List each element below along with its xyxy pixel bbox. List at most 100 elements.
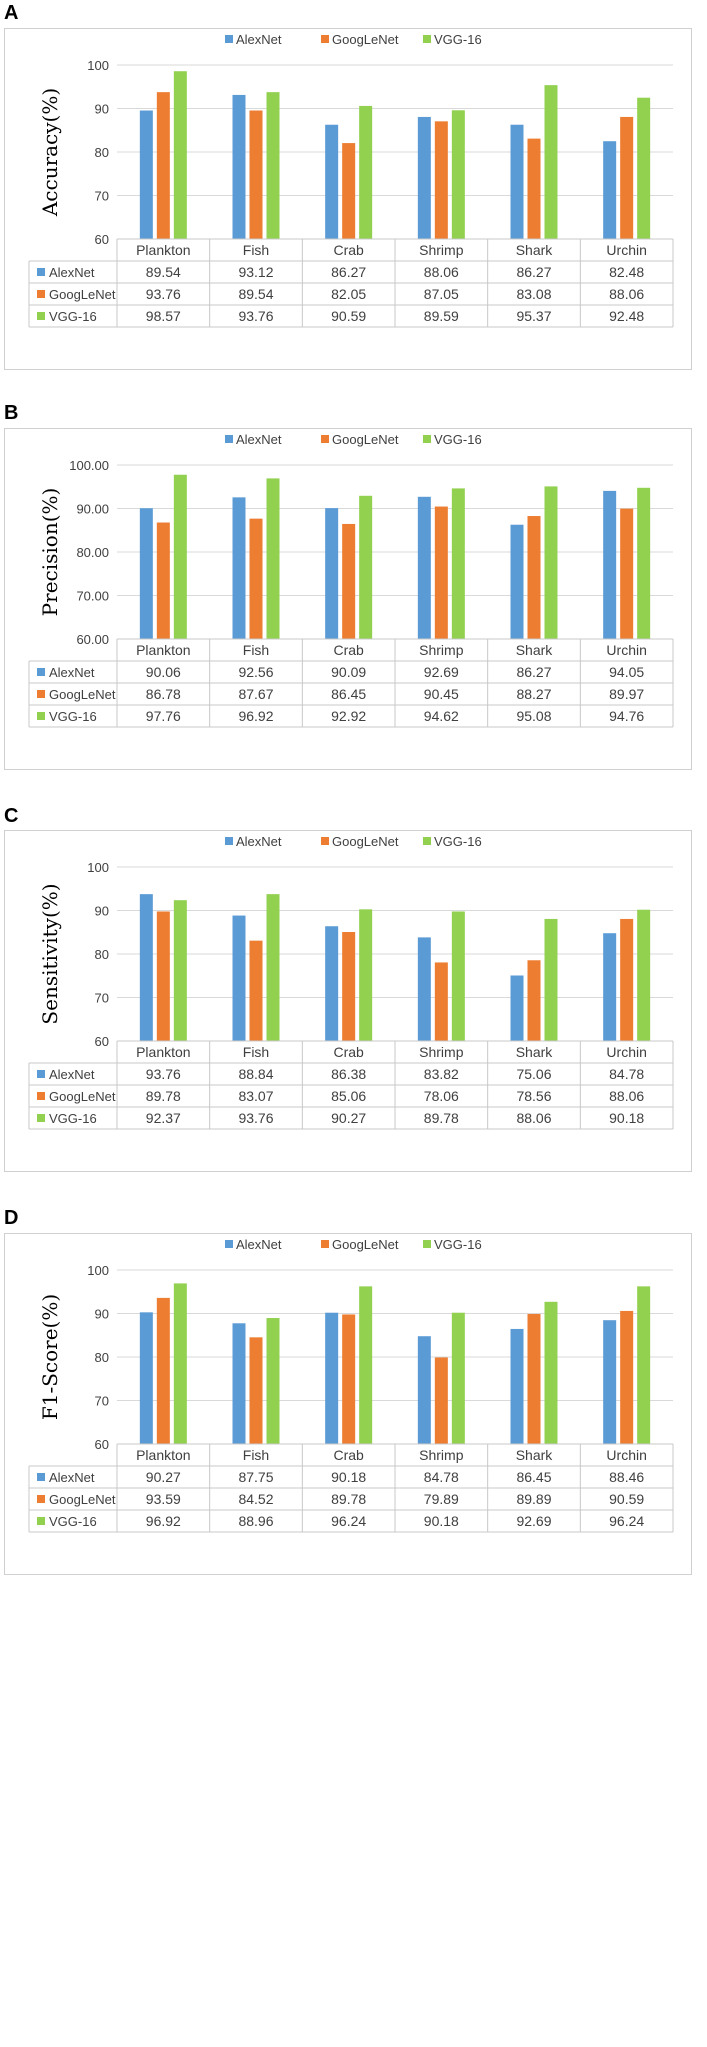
panel-letter-b: B <box>4 402 19 424</box>
table-value-googlenet-shrimp: 90.45 <box>424 686 459 702</box>
category-label-fish: Fish <box>243 642 269 658</box>
table-value-alexnet-crab: 86.27 <box>331 264 366 280</box>
table-row-label-googlenet: GoogLeNet <box>49 1089 116 1104</box>
table-swatch-googlenet <box>37 690 45 698</box>
bar-alexnet-shark <box>510 124 524 239</box>
bar-vgg-16-shark <box>544 918 558 1041</box>
y-tick-label: 70 <box>95 991 109 1006</box>
legend-label-vgg-16: VGG-16 <box>434 1237 482 1252</box>
bar-alexnet-urchin <box>603 933 617 1041</box>
bar-alexnet-shrimp <box>417 496 431 639</box>
bar-googlenet-crab <box>342 523 356 639</box>
legend-label-vgg-16: VGG-16 <box>434 432 482 447</box>
table-value-alexnet-fish: 88.84 <box>238 1066 273 1082</box>
panel-letter-c: C <box>4 805 19 827</box>
table-value-googlenet-crab: 85.06 <box>331 1088 366 1104</box>
legend-swatch-alexnet <box>225 837 233 845</box>
bar-googlenet-shrimp <box>434 1357 448 1444</box>
y-axis-label: F1-Score(%) <box>38 1294 62 1420</box>
table-value-googlenet-fish: 89.54 <box>238 286 273 302</box>
table-value-vgg-16-crab: 96.24 <box>331 1513 366 1529</box>
table-value-alexnet-crab: 86.38 <box>331 1066 366 1082</box>
bar-vgg-16-shark <box>544 486 558 639</box>
y-tick-label: 90 <box>95 102 109 117</box>
bar-vgg-16-plankton <box>173 900 187 1041</box>
bar-vgg-16-urchin <box>637 1286 651 1444</box>
table-value-alexnet-urchin: 94.05 <box>609 664 644 680</box>
table-value-alexnet-urchin: 82.48 <box>609 264 644 280</box>
legend-swatch-vgg-16 <box>423 35 431 43</box>
legend-label-vgg-16: VGG-16 <box>434 834 482 849</box>
bar-alexnet-shrimp <box>417 116 431 239</box>
table-row-label-vgg-16: VGG-16 <box>49 1514 97 1529</box>
legend-label-alexnet: AlexNet <box>236 32 282 47</box>
table-swatch-vgg-16 <box>37 1114 45 1122</box>
bar-googlenet-crab <box>342 143 356 239</box>
category-label-plankton: Plankton <box>136 1447 190 1463</box>
bar-vgg-16-shrimp <box>451 1312 465 1444</box>
table-value-alexnet-fish: 92.56 <box>238 664 273 680</box>
bar-vgg-16-shark <box>544 1301 558 1444</box>
legend-swatch-alexnet <box>225 1240 233 1248</box>
table-swatch-vgg-16 <box>37 1517 45 1525</box>
legend-label-googlenet: GoogLeNet <box>332 834 399 849</box>
table-value-googlenet-urchin: 89.97 <box>609 686 644 702</box>
table-value-alexnet-plankton: 93.76 <box>146 1066 181 1082</box>
table-value-googlenet-fish: 84.52 <box>238 1491 273 1507</box>
legend-label-alexnet: AlexNet <box>236 432 282 447</box>
table-value-googlenet-shrimp: 79.89 <box>424 1491 459 1507</box>
table-value-alexnet-shark: 75.06 <box>516 1066 551 1082</box>
bar-googlenet-fish <box>249 518 263 639</box>
y-tick-label: 80 <box>95 1350 109 1365</box>
legend-swatch-vgg-16 <box>423 435 431 443</box>
category-label-crab: Crab <box>333 642 364 658</box>
category-label-crab: Crab <box>333 1447 364 1463</box>
table-value-vgg-16-fish: 88.96 <box>238 1513 273 1529</box>
table-value-vgg-16-plankton: 96.92 <box>146 1513 181 1529</box>
bar-vgg-16-crab <box>359 105 373 239</box>
bar-alexnet-fish <box>232 497 246 639</box>
table-value-googlenet-plankton: 89.78 <box>146 1088 181 1104</box>
category-label-plankton: Plankton <box>136 1044 190 1060</box>
category-label-shark: Shark <box>516 242 554 258</box>
y-tick-label: 100 <box>87 58 109 73</box>
table-row-label-googlenet: GoogLeNet <box>49 687 116 702</box>
bar-alexnet-crab <box>325 508 339 639</box>
table-value-alexnet-shrimp: 88.06 <box>424 264 459 280</box>
y-tick-label: 80 <box>95 947 109 962</box>
table-value-googlenet-plankton: 93.59 <box>146 1491 181 1507</box>
legend-swatch-vgg-16 <box>423 1240 431 1248</box>
table-value-alexnet-shrimp: 83.82 <box>424 1066 459 1082</box>
table-row-label-alexnet: AlexNet <box>49 1470 95 1485</box>
table-swatch-googlenet <box>37 1495 45 1503</box>
y-tick-label: 90 <box>95 1307 109 1322</box>
bar-googlenet-crab <box>342 931 356 1041</box>
table-value-googlenet-plankton: 93.76 <box>146 286 181 302</box>
table-value-googlenet-plankton: 86.78 <box>146 686 181 702</box>
table-swatch-vgg-16 <box>37 312 45 320</box>
category-label-crab: Crab <box>333 1044 364 1060</box>
table-value-vgg-16-plankton: 97.76 <box>146 708 181 724</box>
bar-vgg-16-shrimp <box>451 488 465 639</box>
table-value-googlenet-shark: 83.08 <box>516 286 551 302</box>
table-value-vgg-16-shrimp: 89.78 <box>424 1110 459 1126</box>
bar-alexnet-urchin <box>603 490 617 639</box>
table-value-alexnet-fish: 93.12 <box>238 264 273 280</box>
table-value-alexnet-plankton: 89.54 <box>146 264 181 280</box>
table-value-vgg-16-shark: 95.37 <box>516 308 551 324</box>
panel-letter-d: D <box>4 1207 19 1229</box>
bar-googlenet-shark <box>527 1313 541 1444</box>
bar-alexnet-shrimp <box>417 1336 431 1444</box>
category-label-plankton: Plankton <box>136 242 190 258</box>
table-value-alexnet-plankton: 90.27 <box>146 1469 181 1485</box>
bar-googlenet-plankton <box>156 911 170 1041</box>
bar-googlenet-shark <box>527 960 541 1041</box>
table-swatch-alexnet <box>37 668 45 676</box>
table-value-vgg-16-fish: 93.76 <box>238 308 273 324</box>
legend-swatch-googlenet <box>321 1240 329 1248</box>
bar-vgg-16-crab <box>359 909 373 1041</box>
category-label-shrimp: Shrimp <box>419 1044 464 1060</box>
bar-googlenet-shark <box>527 138 541 239</box>
y-axis-label: Precision(%) <box>38 488 62 617</box>
bar-alexnet-fish <box>232 1323 246 1444</box>
